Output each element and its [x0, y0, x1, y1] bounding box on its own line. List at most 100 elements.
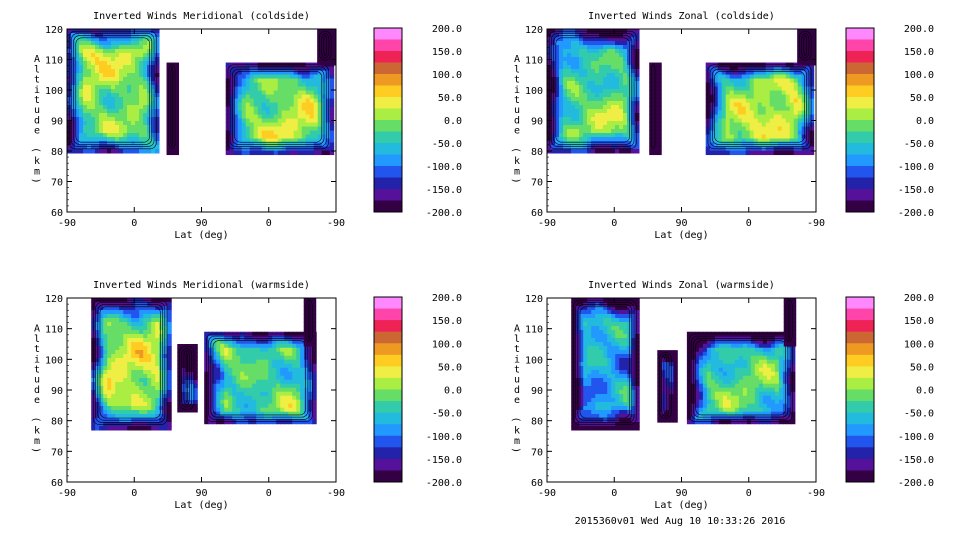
colorbar-swatch: [374, 447, 402, 460]
y-axis-label-char: A: [34, 54, 40, 65]
x-tick-label: -90: [58, 488, 76, 499]
y-axis-label-char: d: [514, 115, 520, 126]
panel-3: Inverted Winds Meridional (warmside) 60 70…: [30, 280, 462, 511]
y-tick-label: 70: [531, 447, 543, 458]
panel-4: Inverted Winds Zonal (warmside) 60 70 80 90 1…: [510, 280, 934, 511]
x-tick-label: 0: [611, 488, 617, 499]
y-tick-label: 120: [525, 25, 543, 36]
colorbar: 200.0 150.0 100.0 50.0 0.0 -50.0 -100.0 -150.0 -…: [845, 293, 934, 489]
colorbar-label: 150.0: [904, 316, 934, 327]
colorbar-swatch: [374, 177, 402, 190]
chart-title: Inverted Winds Meridional (warmside): [93, 280, 310, 291]
colorbar-label: -100.0: [426, 162, 462, 173]
y-axis-label-char: t: [34, 344, 40, 355]
y-axis-label-char: A: [514, 324, 520, 335]
colorbar-frame: [845, 296, 875, 483]
colorbar-swatch: [374, 74, 402, 86]
y-axis-label-char: e: [34, 126, 40, 137]
y-axis-label-char: i: [34, 354, 40, 365]
x-tick-label: 0: [131, 488, 137, 499]
colorbar-label: -50.0: [904, 409, 934, 420]
colorbar-swatch: [846, 377, 874, 390]
colorbar-label: 0.0: [444, 116, 462, 127]
colorbar-label: -150.0: [898, 455, 934, 466]
colorbar-swatch: [846, 62, 874, 75]
x-tick-label: -90: [538, 218, 556, 229]
colorbar-label: 0.0: [444, 386, 462, 397]
colorbar-swatch: [846, 166, 874, 178]
colorbar-label: 100.0: [432, 70, 462, 81]
y-axis-label-char: l: [34, 334, 40, 345]
panel-1: Inverted Winds Meridional (coldside) 60 70…: [30, 11, 462, 241]
y-axis-label-char: d: [514, 385, 520, 396]
y-tick-label: 110: [525, 56, 543, 67]
colorbar-swatch: [374, 154, 402, 167]
colorbar-frame: [373, 296, 403, 483]
x-tick-label: -90: [538, 488, 556, 499]
colorbar-swatch: [374, 200, 402, 213]
colorbar-swatch: [374, 108, 402, 121]
y-axis-label-char: (: [30, 416, 41, 422]
colorbar-swatch: [374, 97, 402, 109]
y-tick-label: 110: [525, 325, 543, 336]
colorbar-swatch: [374, 331, 402, 344]
colorbar-swatch: [846, 131, 874, 144]
y-axis-label-char: t: [514, 95, 520, 106]
colorbar-swatch: [846, 320, 874, 333]
y-tick-label: 80: [51, 147, 63, 158]
y-tick-label: 90: [531, 117, 543, 128]
contour-field: [91, 298, 317, 431]
colorbar-swatch: [846, 447, 874, 460]
y-axis-label-char: l: [514, 334, 520, 345]
y-axis-label-char: k: [514, 156, 520, 167]
y-tick-label: 90: [51, 386, 63, 397]
y-tick-label: 100: [45, 355, 63, 366]
colorbar-label: -100.0: [898, 162, 934, 173]
colorbar-swatch: [374, 62, 402, 75]
colorbar-label: -150.0: [426, 455, 462, 466]
colorbar-swatch: [374, 389, 402, 402]
colorbar-swatch: [374, 354, 402, 367]
y-axis-label-char: A: [514, 54, 520, 65]
colorbar-label: 100.0: [904, 339, 934, 350]
colorbar-swatch: [374, 424, 402, 437]
x-axis-label: Lat (deg): [654, 230, 708, 241]
colorbar-swatch: [846, 412, 874, 425]
y-tick-label: 120: [45, 25, 63, 36]
y-axis-label-char: ): [30, 178, 41, 184]
x-tick-label: -90: [327, 488, 345, 499]
colorbar-swatch: [374, 28, 402, 40]
colorbar-swatch: [374, 131, 402, 144]
y-tick-label: 100: [525, 355, 543, 366]
colorbar-swatch: [846, 143, 874, 155]
colorbar-swatch: [374, 51, 402, 63]
colorbar-swatch: [846, 366, 874, 379]
x-tick-label: -90: [807, 488, 825, 499]
colorbar-swatch: [374, 39, 402, 52]
x-axis-label: Lat (deg): [174, 500, 228, 511]
x-axis-label: Lat (deg): [654, 500, 708, 511]
y-axis-label-char: ): [510, 447, 521, 453]
x-tick-label: -90: [58, 218, 76, 229]
x-tick-label: 0: [746, 488, 752, 499]
y-axis-label-char: u: [34, 105, 40, 116]
colorbar-label: -150.0: [898, 185, 934, 196]
y-axis-label-char: l: [34, 64, 40, 75]
colorbar-swatch: [846, 401, 874, 414]
colorbar-swatch: [374, 308, 402, 321]
colorbar-label: -50.0: [432, 409, 462, 420]
y-axis-label-char: k: [34, 426, 40, 437]
x-tick-label: 0: [266, 488, 272, 499]
colorbar-swatch: [846, 458, 874, 471]
y-axis-label-char: t: [34, 365, 40, 376]
colorbar-label: 100.0: [904, 70, 934, 81]
colorbar-label: 50.0: [910, 362, 934, 373]
colorbar-swatch: [846, 51, 874, 63]
y-tick-label: 70: [51, 447, 63, 458]
colorbar-swatch: [846, 331, 874, 344]
colorbar: 200.0 150.0 100.0 50.0 0.0 -50.0 -100.0 -150.0 -…: [845, 24, 934, 219]
y-axis-label-char: m: [514, 436, 520, 447]
